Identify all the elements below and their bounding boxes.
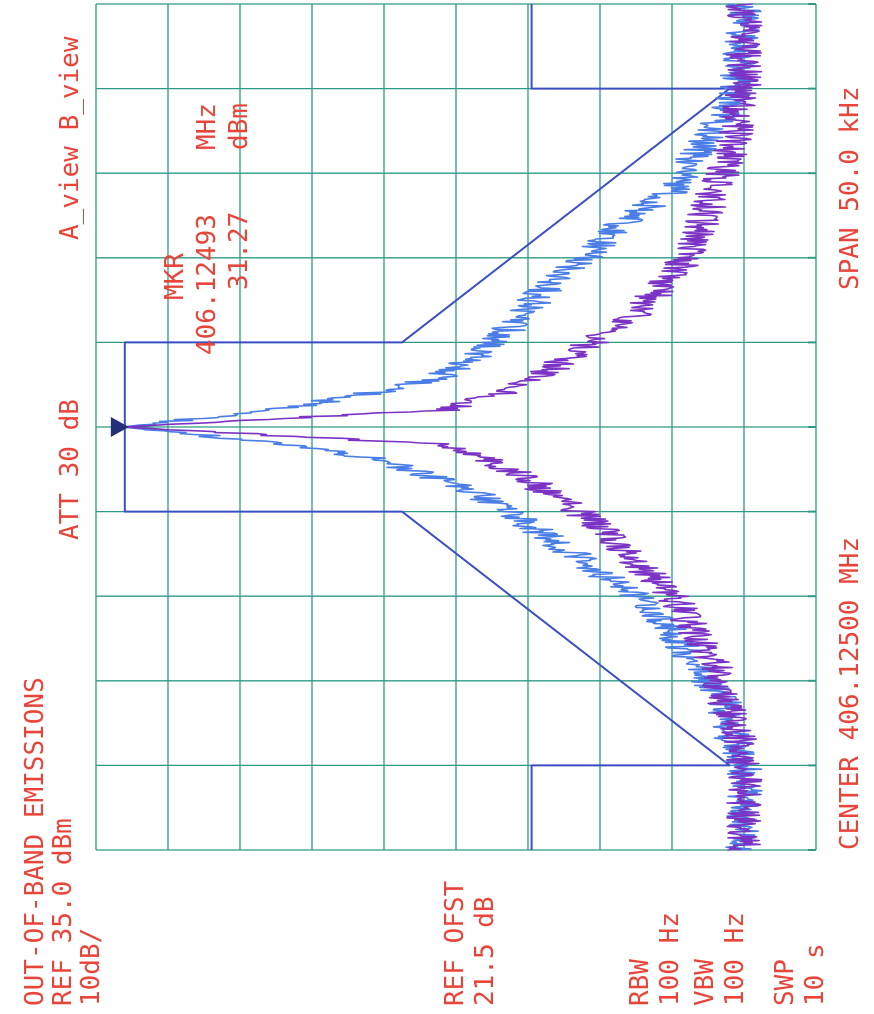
vbw-value: 100 Hz	[720, 912, 750, 1006]
views-label: A_view B_view	[55, 36, 85, 241]
ref-level-label: REF 35.0 dBm	[48, 818, 78, 1006]
marker-level-value: 31.27	[224, 211, 254, 290]
scale-label: 10dB/	[76, 927, 106, 1006]
span-label: SPAN 50.0 kHz	[835, 86, 865, 291]
marker-freq-value: 406.12493	[192, 214, 222, 355]
marker-label: MKR	[160, 253, 190, 300]
ref-offset-label: REF OFST	[440, 880, 470, 1006]
rbw-value: 100 Hz	[655, 912, 685, 1006]
ref-offset-value: 21.5 dB	[470, 896, 500, 1006]
sweep-value: 10 s	[800, 943, 830, 1006]
marker-level-unit: dBm	[224, 103, 254, 150]
marker-freq-unit: MHz	[192, 103, 222, 150]
center-freq-label: CENTER 406.12500 MHz	[835, 536, 865, 850]
marker-triangle	[110, 417, 129, 437]
rbw-label: RBW	[625, 959, 655, 1006]
marker	[110, 417, 129, 437]
title-label: OUT-OF-BAND EMISSIONS	[20, 677, 50, 1006]
sweep-label: SWP	[770, 959, 800, 1006]
attenuation-label: ATT 30 dB	[55, 399, 85, 540]
vbw-label: VBW	[690, 959, 720, 1006]
